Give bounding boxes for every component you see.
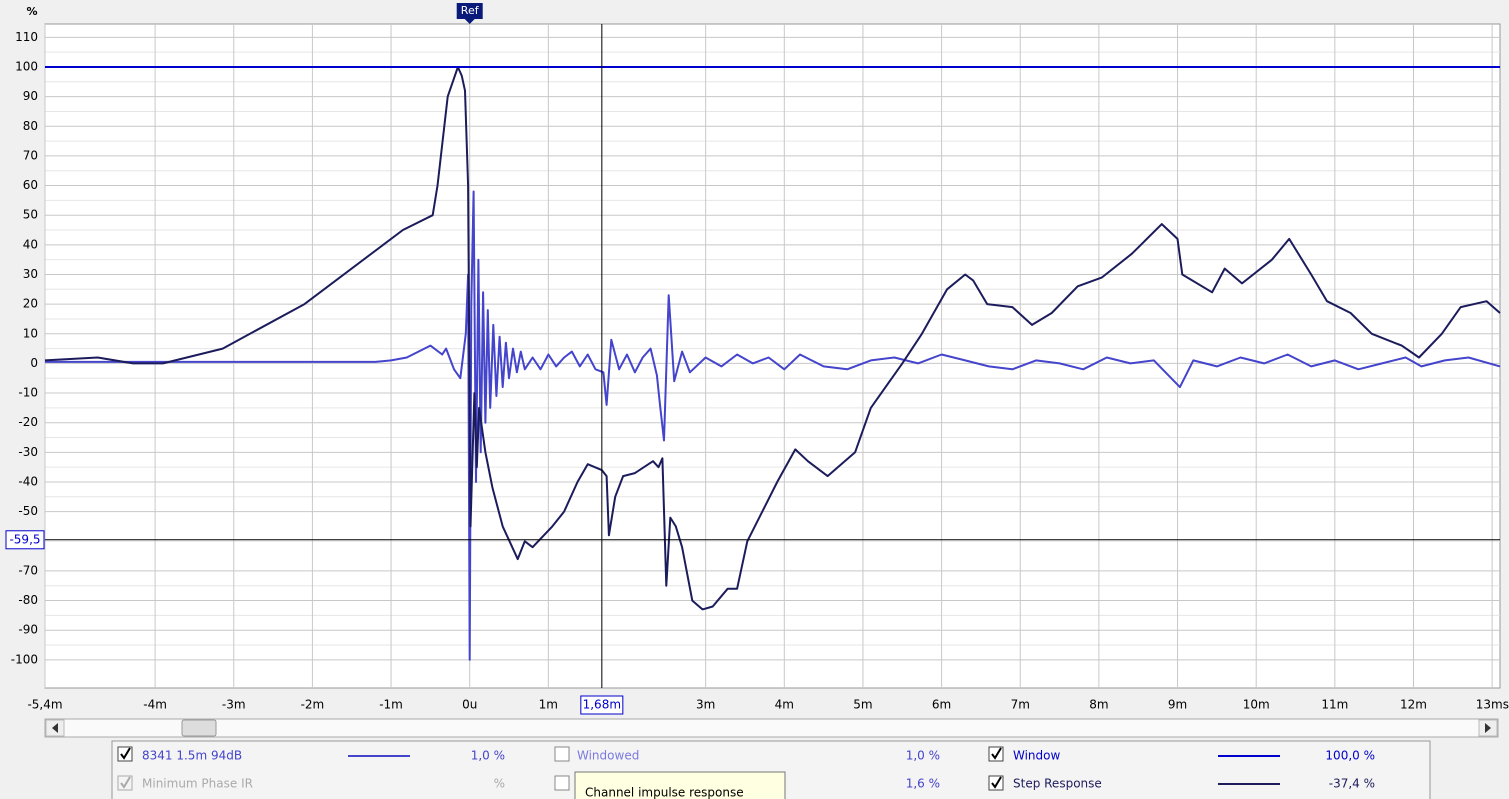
x-tick-label: 8m — [1089, 698, 1108, 712]
legend-label: Minimum Phase IR — [142, 777, 253, 791]
checkmark — [120, 747, 131, 760]
readout: % — [494, 777, 505, 791]
checkbox[interactable] — [554, 775, 570, 791]
series-line — [44, 66, 1501, 611]
tooltip — [574, 771, 786, 799]
plot-area — [44, 23, 1501, 689]
x-tick-label: -3m — [222, 698, 246, 712]
readout: 1,0 % — [906, 749, 940, 763]
ref-marker — [456, 3, 483, 24]
legend-label: 8341 1.5m 94dB — [142, 749, 242, 763]
scroll-left-arrow — [52, 723, 58, 733]
y-tick-label: -40 — [18, 474, 38, 488]
x-tick-label: 6m — [932, 698, 951, 712]
readout: 1,6 % — [906, 777, 940, 791]
x-tick-label: -2m — [301, 698, 325, 712]
y-tick-label: -100 — [11, 652, 38, 666]
readout: 100,0 % — [1325, 749, 1375, 763]
cursor-y-box — [5, 530, 45, 550]
y-tick-label: 50 — [23, 208, 38, 222]
checkboxes — [117, 746, 1004, 791]
y-tick-label: 70 — [23, 148, 38, 162]
cursor-x-label: 1,68m — [583, 698, 621, 712]
y-tick-label: -10 — [18, 386, 38, 400]
x-tick-label: 5m — [853, 698, 872, 712]
y-tick-label: 90 — [23, 89, 38, 103]
readout: 1,0 % — [471, 749, 505, 763]
x-tick-label: 13ms — [1476, 698, 1509, 712]
scrollbar[interactable] — [44, 718, 1499, 738]
y-tick-label: 0 — [30, 356, 38, 370]
y-tick-label: 10 — [23, 326, 38, 340]
checkmark — [991, 747, 1002, 760]
x-tick-label: 11m — [1321, 698, 1348, 712]
y-tick-label: -70 — [18, 563, 38, 577]
y-tick-label: 60 — [23, 178, 38, 192]
x-tick-label: -5,4m — [27, 698, 62, 712]
x-tick-label: 0u — [462, 698, 477, 712]
grid — [44, 24, 1500, 688]
x-tick-label: 4m — [775, 698, 794, 712]
scroll-thumb[interactable] — [181, 719, 217, 737]
legend-label: Windowed — [577, 749, 639, 763]
y-tick-label: 30 — [23, 267, 38, 281]
readout: -37,4 % — [1329, 777, 1375, 791]
x-tick-label: -4m — [143, 698, 167, 712]
x-tick-label: 9m — [1168, 698, 1187, 712]
y-tick-label: -90 — [18, 623, 38, 637]
y-tick-label: -20 — [18, 415, 38, 429]
x-tick-label: 1m — [539, 698, 558, 712]
y-tick-label: 100 — [15, 59, 38, 73]
x-tick-label: 7m — [1011, 698, 1030, 712]
cursor-x-box — [580, 695, 624, 715]
scroll-right-arrow — [1485, 723, 1491, 733]
y-tick-label: 40 — [23, 237, 38, 251]
y-tick-label: 20 — [23, 297, 38, 311]
series-line — [45, 190, 1501, 661]
x-tick-label: 3m — [696, 698, 715, 712]
y-axis-label: % — [26, 5, 37, 18]
legend-label: Window — [1013, 749, 1061, 763]
tooltip-text: Channel impulse response — [585, 786, 744, 799]
y-tick-label: 110 — [15, 30, 38, 44]
y-tick-label: 80 — [23, 119, 38, 133]
ref-label: Ref — [461, 4, 480, 17]
lines — [44, 66, 1501, 661]
x-tick-label: 12m — [1400, 698, 1427, 712]
checkbox[interactable] — [554, 746, 570, 762]
y-tick-label: -80 — [18, 593, 38, 607]
y-tick-label: -50 — [18, 504, 38, 518]
x-tick-label: -1m — [379, 698, 403, 712]
cursor-y-label: -59,5 — [9, 532, 40, 546]
y-tick-label: -30 — [18, 445, 38, 459]
legend-label: Step Response — [1013, 777, 1102, 791]
checkmark — [120, 776, 131, 789]
checkmark — [991, 776, 1002, 789]
x-tick-label: 10m — [1243, 698, 1270, 712]
